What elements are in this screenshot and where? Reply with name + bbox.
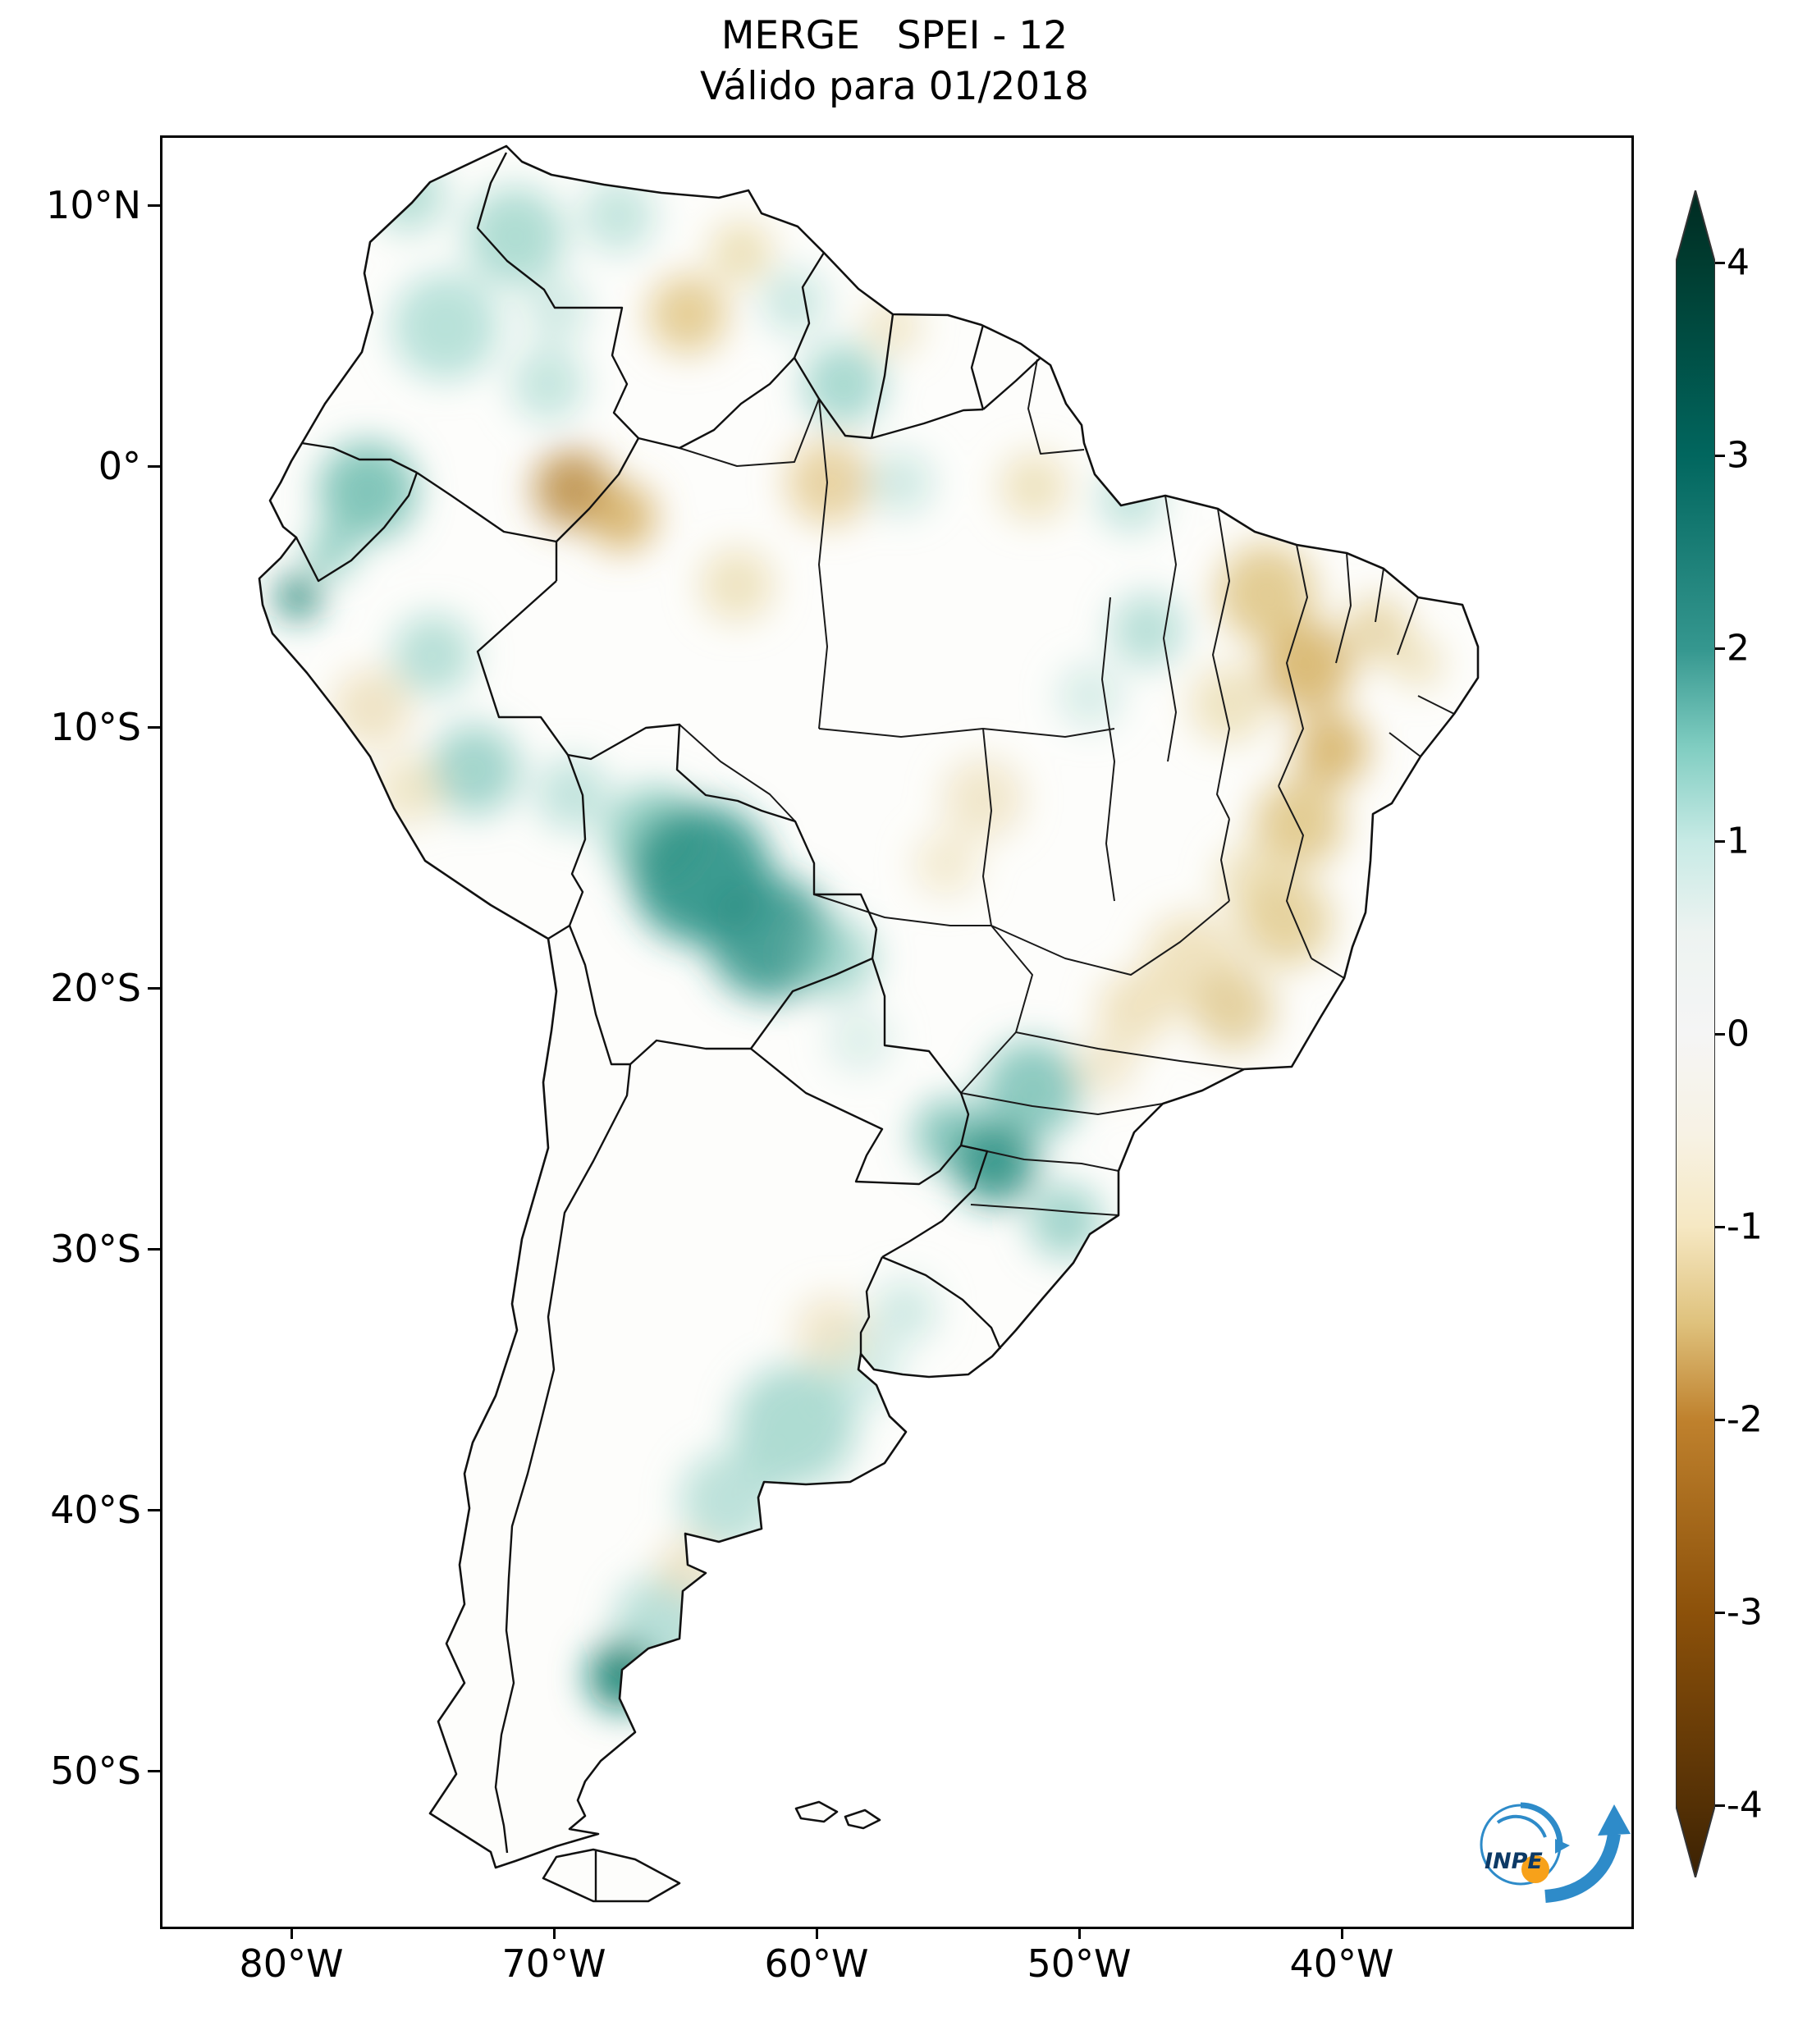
y-tick-label: 0°	[98, 444, 141, 488]
inpe-swirl-arrowhead-icon	[1555, 1839, 1570, 1854]
inpe-logo: INPE	[1480, 1802, 1631, 1903]
coastline	[258, 144, 1480, 1903]
tick-mark	[1715, 647, 1725, 650]
inpe-swirl-icon	[1520, 1802, 1563, 1845]
colorbar-tick-label: 2	[1727, 627, 1750, 670]
colorbar-tick-label: -4	[1727, 1784, 1763, 1827]
y-tick-label: 50°S	[50, 1749, 141, 1793]
colorbar-tick-label: 1	[1727, 820, 1750, 862]
colorbar-tick-label: 0	[1727, 1013, 1750, 1055]
tick-mark	[1078, 1927, 1081, 1939]
x-tick-label: 60°W	[764, 1941, 869, 1986]
figure-title: MERGE SPEI - 12	[721, 13, 1068, 58]
inpe-logo-text: INPE	[1485, 1849, 1543, 1874]
inpe-swirl-icon	[1496, 1814, 1547, 1838]
inpe-big-arrowhead-icon	[1598, 1804, 1631, 1836]
tick-mark	[816, 1927, 818, 1939]
colorbar-tick-label: -1	[1727, 1205, 1763, 1248]
x-tick-label: 50°W	[1027, 1941, 1132, 1986]
tick-mark	[1715, 1419, 1725, 1421]
colorbar-tick-label: -3	[1727, 1591, 1763, 1634]
tick-mark	[1715, 455, 1725, 457]
x-tick-label: 80°W	[239, 1941, 344, 1986]
inpe-orange-dot-icon	[1521, 1855, 1549, 1883]
y-tick-label: 20°S	[50, 966, 141, 1010]
country-borders	[295, 152, 1041, 1901]
tick-mark	[1715, 1033, 1725, 1036]
tick-mark	[148, 465, 160, 468]
tick-mark	[1715, 1226, 1725, 1228]
tick-mark	[148, 1248, 160, 1251]
colorbar-tick-label: 4	[1727, 241, 1750, 284]
map-plot: INPE	[160, 135, 1634, 1929]
tick-mark	[148, 1770, 160, 1772]
tick-mark	[1341, 1927, 1343, 1939]
tick-mark	[1715, 1612, 1725, 1614]
tick-mark	[148, 204, 160, 207]
y-tick-label: 30°S	[50, 1227, 141, 1271]
tick-mark	[553, 1927, 556, 1939]
inpe-big-arrow-icon	[1544, 1832, 1621, 1903]
tick-mark	[1715, 1804, 1725, 1807]
colorbar-tick-label: -2	[1727, 1398, 1763, 1441]
tick-mark	[291, 1927, 293, 1939]
colorbar	[1675, 187, 1716, 1881]
map-canvas: INPE	[258, 144, 1631, 1903]
colorbar-gradient	[1675, 187, 1716, 1881]
tick-mark	[1715, 262, 1725, 264]
colorbar-tick-label: 3	[1727, 434, 1750, 477]
y-tick-label: 10°S	[50, 705, 141, 749]
tick-mark	[148, 1509, 160, 1511]
figure-subtitle: Válido para 01/2018	[700, 64, 1089, 109]
y-tick-label: 10°N	[46, 183, 141, 227]
tick-mark	[148, 987, 160, 990]
tick-mark	[148, 726, 160, 729]
x-tick-label: 70°W	[501, 1941, 606, 1986]
state-borders	[679, 359, 1455, 1216]
x-tick-label: 40°W	[1289, 1941, 1394, 1986]
tick-mark	[1715, 840, 1725, 843]
y-tick-label: 40°S	[50, 1488, 141, 1532]
